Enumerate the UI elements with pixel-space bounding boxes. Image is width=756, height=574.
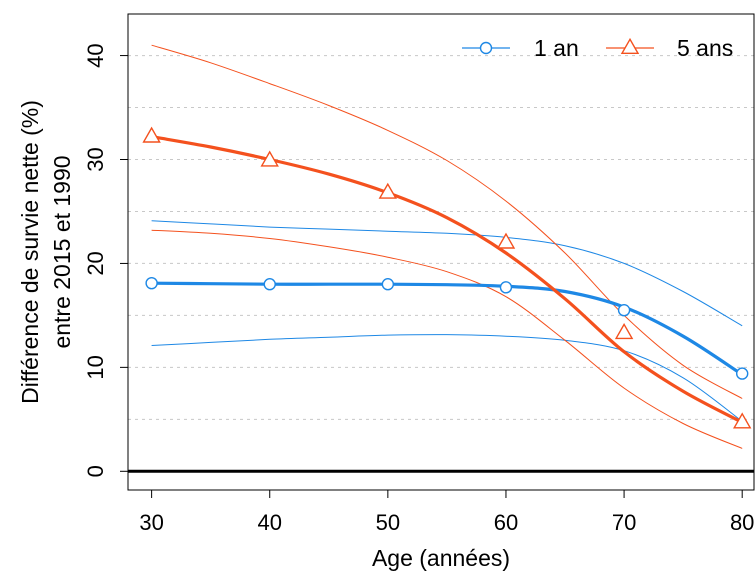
circle-marker bbox=[145, 276, 158, 290]
circle-marker bbox=[381, 278, 395, 291]
x-tick-label: 70 bbox=[612, 510, 636, 535]
y-tick-label: 40 bbox=[83, 43, 108, 67]
x-tick-label: 50 bbox=[376, 510, 400, 535]
x-tick-label: 40 bbox=[257, 510, 281, 535]
series-curves bbox=[151, 135, 744, 424]
confidence-bands bbox=[151, 44, 743, 449]
legend-label-1: 1 an bbox=[534, 35, 579, 61]
y-tick-label: 20 bbox=[83, 251, 108, 275]
x-axis-title: Age (années) bbox=[372, 545, 510, 571]
triangle-marker bbox=[620, 37, 640, 54]
triangle-marker bbox=[260, 150, 279, 167]
triangle-marker bbox=[496, 232, 516, 249]
y-axis-ticks: 0 10 20 30 40 bbox=[83, 43, 128, 477]
legend: 1 an 5 ans bbox=[462, 35, 733, 61]
series-2-curve bbox=[151, 135, 743, 424]
triangle-marker bbox=[732, 412, 752, 429]
legend-label-2: 5 ans bbox=[677, 35, 733, 61]
series-markers bbox=[142, 126, 752, 429]
circle-marker bbox=[479, 41, 493, 55]
circle-marker bbox=[735, 367, 749, 380]
x-axis-ticks: 30 40 50 60 70 80 bbox=[139, 490, 754, 535]
circle-marker bbox=[617, 304, 631, 317]
series-1-upper-bound bbox=[151, 220, 743, 327]
circle-marker bbox=[499, 281, 513, 294]
triangle-marker bbox=[614, 322, 634, 340]
triangle-marker bbox=[378, 182, 398, 199]
x-tick-label: 60 bbox=[494, 510, 518, 535]
series-2-upper-bound bbox=[151, 44, 743, 399]
series-1-curve bbox=[151, 281, 744, 376]
series-1-lower-bound bbox=[151, 334, 743, 422]
plot-frame bbox=[127, 13, 755, 491]
circle-marker bbox=[263, 278, 276, 291]
y-tick-label: 0 bbox=[83, 465, 108, 477]
x-tick-label: 80 bbox=[730, 510, 754, 535]
y-tick-label: 30 bbox=[83, 147, 108, 171]
y-tick-label: 10 bbox=[83, 355, 108, 379]
series-2-lower-bound bbox=[151, 229, 743, 449]
triangle-marker bbox=[142, 126, 161, 143]
y-axis-title-line-1: Différence de survie nette (%) bbox=[17, 100, 43, 404]
y-axis-title-line-2: entre 2015 et 1990 bbox=[49, 155, 75, 348]
x-tick-label: 30 bbox=[139, 510, 163, 535]
